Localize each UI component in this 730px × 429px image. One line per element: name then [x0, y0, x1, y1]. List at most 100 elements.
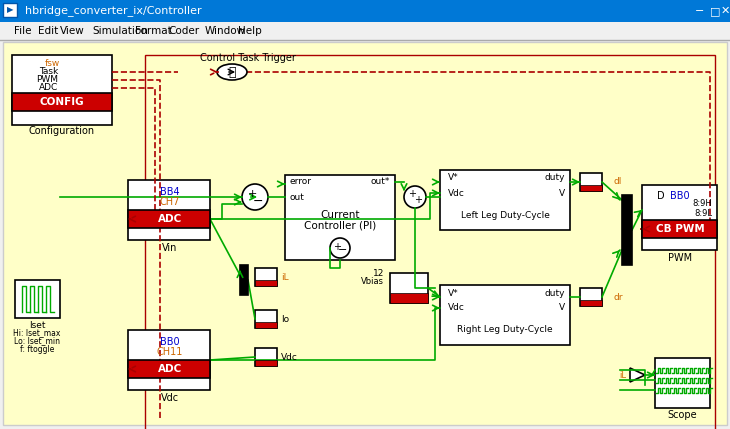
Ellipse shape — [217, 64, 247, 80]
Text: Control Task Trigger: Control Task Trigger — [200, 53, 296, 63]
FancyBboxPatch shape — [128, 330, 210, 390]
Text: fsw: fsw — [45, 58, 60, 67]
Text: iL: iL — [619, 371, 626, 380]
Text: Simulation: Simulation — [92, 26, 148, 36]
FancyBboxPatch shape — [440, 170, 570, 230]
Text: BB0: BB0 — [160, 337, 180, 347]
FancyBboxPatch shape — [128, 360, 210, 378]
Text: Left Leg Duty-Cycle: Left Leg Duty-Cycle — [461, 211, 550, 220]
Text: +: + — [247, 189, 257, 199]
Text: Lo: Iset_min: Lo: Iset_min — [14, 336, 60, 345]
FancyBboxPatch shape — [240, 265, 248, 295]
FancyBboxPatch shape — [3, 42, 727, 425]
Text: duty: duty — [545, 288, 565, 297]
Polygon shape — [630, 368, 645, 382]
Text: +: + — [333, 242, 341, 252]
Text: D: D — [657, 191, 664, 201]
Text: CONFIG: CONFIG — [39, 97, 84, 107]
Text: PWM: PWM — [36, 76, 58, 85]
Text: Vbias: Vbias — [361, 278, 384, 287]
FancyBboxPatch shape — [390, 273, 428, 303]
Text: ▶: ▶ — [7, 6, 13, 15]
FancyBboxPatch shape — [0, 0, 730, 22]
FancyBboxPatch shape — [285, 175, 395, 260]
Text: Vdc: Vdc — [281, 353, 298, 362]
Text: Vin: Vin — [162, 243, 177, 253]
FancyBboxPatch shape — [12, 93, 112, 111]
Text: Vdc: Vdc — [161, 393, 179, 403]
Text: Edit: Edit — [38, 26, 58, 36]
Text: out: out — [290, 193, 305, 202]
Text: +: + — [414, 195, 422, 205]
FancyBboxPatch shape — [255, 280, 277, 286]
Text: hbridge_converter_ix/Controller: hbridge_converter_ix/Controller — [25, 6, 201, 16]
FancyBboxPatch shape — [390, 293, 428, 303]
FancyBboxPatch shape — [15, 280, 60, 318]
FancyBboxPatch shape — [580, 173, 602, 191]
Text: View: View — [60, 26, 85, 36]
Text: ✕: ✕ — [721, 6, 730, 16]
Text: Window: Window — [205, 26, 246, 36]
Text: V: V — [559, 303, 565, 312]
Text: 8:9H: 8:9H — [692, 199, 712, 208]
Text: Coder: Coder — [168, 26, 199, 36]
Circle shape — [242, 184, 268, 210]
Text: +: + — [408, 189, 416, 199]
Text: dl: dl — [613, 178, 621, 187]
Text: Current: Current — [320, 210, 360, 220]
Text: dr: dr — [613, 293, 623, 302]
FancyBboxPatch shape — [255, 322, 277, 328]
Circle shape — [330, 238, 350, 258]
Text: ADC: ADC — [158, 214, 182, 224]
Text: V*: V* — [448, 288, 458, 297]
Text: Configuration: Configuration — [29, 126, 95, 136]
Text: iL: iL — [281, 272, 288, 281]
Text: V*: V* — [448, 173, 458, 182]
FancyBboxPatch shape — [622, 195, 632, 265]
Text: BB0: BB0 — [670, 191, 690, 201]
FancyBboxPatch shape — [255, 360, 277, 366]
Text: □: □ — [710, 6, 721, 16]
Text: BB4: BB4 — [160, 187, 180, 197]
FancyBboxPatch shape — [440, 285, 570, 345]
Text: −: − — [253, 194, 264, 208]
Text: PWM: PWM — [668, 253, 692, 263]
FancyBboxPatch shape — [655, 358, 710, 408]
Text: Help: Help — [238, 26, 262, 36]
Text: CH11: CH11 — [157, 347, 183, 357]
FancyBboxPatch shape — [128, 210, 210, 228]
Text: Controller (PI): Controller (PI) — [304, 220, 376, 230]
FancyBboxPatch shape — [3, 3, 17, 17]
FancyBboxPatch shape — [0, 22, 730, 40]
Text: CH7: CH7 — [160, 197, 180, 207]
FancyBboxPatch shape — [12, 55, 112, 125]
Text: 𝑓: 𝑓 — [228, 66, 236, 79]
Text: out*: out* — [371, 178, 390, 187]
Text: Right Leg Duty-Cycle: Right Leg Duty-Cycle — [457, 326, 553, 335]
Text: Iset: Iset — [28, 320, 45, 329]
Text: f: ftoggle: f: ftoggle — [20, 344, 54, 353]
Text: 8:9L: 8:9L — [694, 208, 712, 218]
Text: duty: duty — [545, 173, 565, 182]
Text: Vdc: Vdc — [448, 303, 465, 312]
FancyBboxPatch shape — [255, 268, 277, 286]
Text: V: V — [559, 188, 565, 197]
Text: error: error — [290, 178, 312, 187]
Text: −: − — [338, 245, 347, 255]
Text: Hi: Iset_max: Hi: Iset_max — [13, 329, 61, 338]
Text: 12: 12 — [372, 269, 384, 278]
FancyBboxPatch shape — [642, 185, 717, 250]
FancyBboxPatch shape — [255, 310, 277, 328]
Text: Task: Task — [39, 67, 58, 76]
FancyBboxPatch shape — [255, 348, 277, 366]
FancyBboxPatch shape — [580, 185, 602, 191]
FancyBboxPatch shape — [128, 180, 210, 240]
Text: ADC: ADC — [158, 364, 182, 374]
Text: File: File — [14, 26, 31, 36]
Text: −: − — [695, 6, 704, 16]
Text: ADC: ADC — [39, 84, 58, 93]
FancyBboxPatch shape — [642, 220, 717, 238]
FancyBboxPatch shape — [580, 300, 602, 306]
Text: CB PWM: CB PWM — [656, 224, 704, 234]
Circle shape — [404, 186, 426, 208]
